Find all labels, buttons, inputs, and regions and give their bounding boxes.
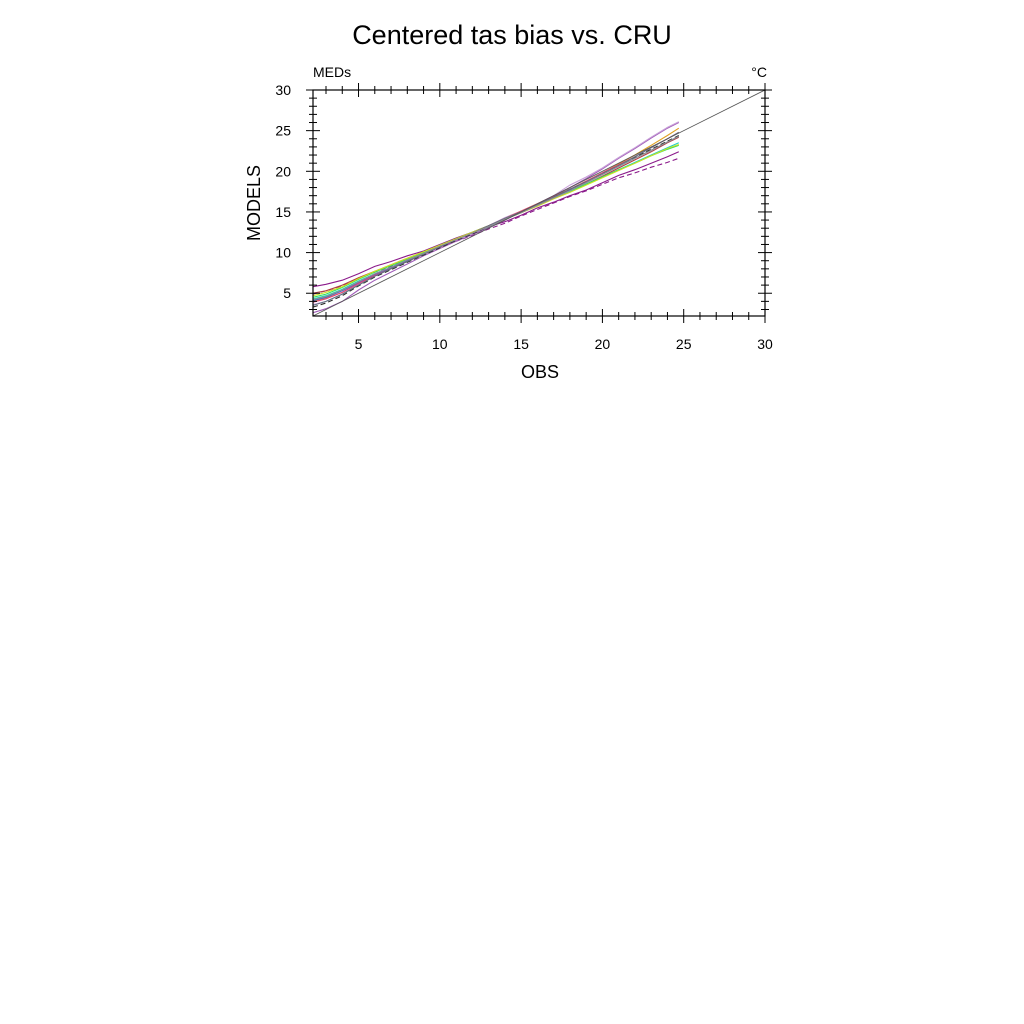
series-line-3 [313,122,680,314]
x-tick-label: 15 [513,336,529,352]
chart-title: Centered tas bias vs. CRU [352,20,672,50]
x-tick-label: 20 [595,336,611,352]
x-tick-label: 5 [355,336,363,352]
y-tick-label: 30 [275,82,291,98]
reference-layer [312,89,766,317]
x-axis-label: OBS [521,362,559,382]
series-line-14 [313,135,680,301]
y-tick-label: 5 [283,285,291,301]
x-tick-label: 30 [757,336,773,352]
series-line-2 [313,157,679,295]
reference-line [312,89,766,317]
y-tick-label: 25 [275,123,291,139]
chart-subtitle-left: MEDs [313,64,351,80]
plot-frame [312,89,766,317]
y-tick-label: 10 [275,245,291,261]
chart-subtitle-right: °C [751,64,767,80]
y-tick-label: 15 [275,204,291,220]
y-tick-label: 20 [275,163,291,179]
series-line-1 [313,151,680,288]
x-tick-label: 25 [676,336,692,352]
y-axis-label: MODELS [244,165,264,241]
tick-label-layer: 5 10 15 20 25 30 5 10 15 20 25 30 [275,82,773,352]
series-line-13 [313,131,680,306]
series-layer [313,121,680,314]
tick-layer [306,83,772,323]
x-tick-label: 10 [432,336,448,352]
